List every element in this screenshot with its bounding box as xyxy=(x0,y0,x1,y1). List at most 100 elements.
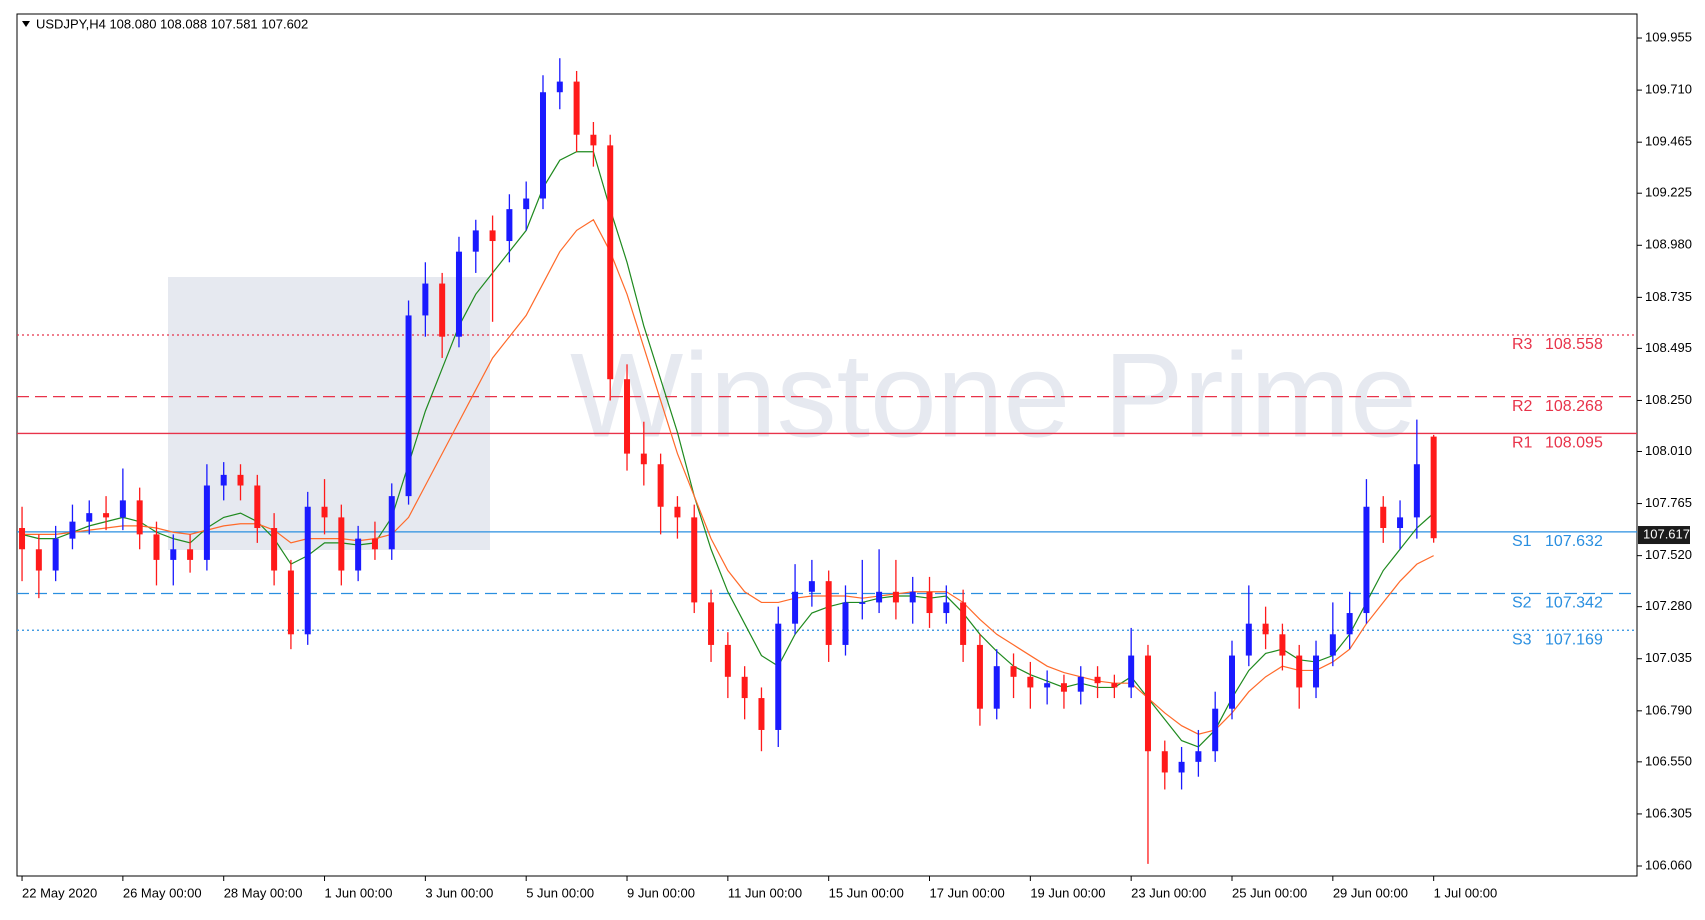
candle-body xyxy=(909,591,916,603)
price-tag xyxy=(1638,526,1690,545)
level-value: 108.268 xyxy=(1545,398,1603,415)
x-tick-label: 19 Jun 00:00 xyxy=(1030,885,1105,900)
candle-body xyxy=(607,145,614,380)
menu-arrow[interactable] xyxy=(22,21,30,27)
candle-body xyxy=(1027,676,1034,688)
x-tick-label: 15 Jun 00:00 xyxy=(829,885,904,900)
candle-body xyxy=(371,538,378,550)
x-tick-label: 23 Jun 00:00 xyxy=(1131,885,1206,900)
candle-body xyxy=(640,453,647,465)
candle-body xyxy=(405,315,412,497)
watermark-logo xyxy=(168,277,490,550)
level-name: S2 xyxy=(1512,595,1532,612)
candle-body xyxy=(1111,683,1118,688)
candle-body xyxy=(455,251,462,337)
level-value: 108.095 xyxy=(1545,435,1603,452)
x-tick-label: 1 Jun 00:00 xyxy=(325,885,393,900)
x-tick-label: 3 Jun 00:00 xyxy=(425,885,493,900)
candle-body xyxy=(859,602,866,604)
candle-body xyxy=(1413,464,1420,518)
y-tick-label: 107.280 xyxy=(1645,598,1692,613)
candle-body xyxy=(624,379,631,454)
candle-body xyxy=(892,591,899,603)
candle-body xyxy=(943,602,950,614)
candle-body xyxy=(876,591,883,603)
candle-body xyxy=(1044,683,1051,688)
candle-body xyxy=(1060,683,1067,692)
candle-body xyxy=(1313,655,1320,688)
candle-body xyxy=(1262,623,1269,635)
y-tick-label: 109.465 xyxy=(1645,134,1692,149)
y-tick-label: 107.035 xyxy=(1645,650,1692,665)
candle-body xyxy=(472,230,479,252)
candle-body xyxy=(489,230,496,242)
candle-body xyxy=(304,506,311,635)
candle-body xyxy=(523,198,530,210)
candle-body xyxy=(220,474,227,486)
candle-body xyxy=(792,591,799,624)
y-tick-label: 108.980 xyxy=(1645,237,1692,252)
candle-body xyxy=(1010,666,1017,677)
level-value: 107.632 xyxy=(1545,533,1603,550)
candle-body xyxy=(203,485,210,560)
candle-body xyxy=(422,283,429,316)
candle-body xyxy=(355,538,362,571)
candle-body xyxy=(1296,655,1303,688)
candle-body xyxy=(825,581,832,645)
candle-body xyxy=(86,513,93,522)
candle-body xyxy=(1397,517,1404,529)
candle-body xyxy=(960,602,967,645)
y-tick-label: 109.225 xyxy=(1645,185,1692,200)
candle-body xyxy=(758,698,765,730)
candle-body xyxy=(287,570,294,635)
candle-body xyxy=(1161,751,1168,773)
candle-body xyxy=(136,500,143,535)
level-name: S1 xyxy=(1512,533,1532,550)
x-tick-label: 25 Jun 00:00 xyxy=(1232,885,1307,900)
candle-body xyxy=(52,538,59,571)
candle-body xyxy=(439,283,446,337)
candle-body xyxy=(1346,613,1353,635)
candle-body xyxy=(388,496,395,550)
level-name: R2 xyxy=(1512,398,1533,415)
candle-body xyxy=(1279,634,1286,656)
candle-body xyxy=(724,644,731,677)
level-name: R3 xyxy=(1512,336,1533,353)
x-tick-label: 5 Jun 00:00 xyxy=(526,885,594,900)
candle-body xyxy=(590,134,597,146)
level-value: 108.558 xyxy=(1545,336,1603,353)
candle-body xyxy=(153,534,160,560)
candle-body xyxy=(1430,436,1437,539)
y-tick-label: 107.765 xyxy=(1645,495,1692,510)
candle-body xyxy=(674,506,681,518)
y-tick-label: 106.790 xyxy=(1645,702,1692,717)
y-tick-label: 107.520 xyxy=(1645,547,1692,562)
candle-body xyxy=(539,92,546,199)
candle-body xyxy=(119,500,126,518)
candle-body xyxy=(993,666,1000,709)
candle-body xyxy=(708,602,715,645)
candle-body xyxy=(321,506,328,518)
x-tick-label: 26 May 00:00 xyxy=(123,885,202,900)
candle-body xyxy=(976,644,983,709)
level-value: 107.169 xyxy=(1545,631,1603,648)
level-name: S3 xyxy=(1512,631,1532,648)
candle-body xyxy=(775,623,782,730)
x-tick-label: 9 Jun 00:00 xyxy=(627,885,695,900)
x-tick-label: 11 Jun 00:00 xyxy=(728,885,802,900)
y-tick-label: 108.250 xyxy=(1645,392,1692,407)
candle-body xyxy=(741,676,748,699)
chart-title: USDJPY,H4 108.080 108.088 107.581 107.60… xyxy=(36,16,308,31)
candle-body xyxy=(1380,506,1387,529)
candle-body xyxy=(271,528,278,571)
candle-body xyxy=(1094,676,1101,684)
candle-body xyxy=(254,485,261,529)
candle-body xyxy=(842,602,849,645)
candle-body xyxy=(338,517,345,571)
candle-body xyxy=(1178,761,1185,773)
x-tick-label: 1 Jul 00:00 xyxy=(1434,885,1498,900)
y-tick-label: 108.010 xyxy=(1645,443,1692,458)
candle-body xyxy=(657,464,664,507)
candle-body xyxy=(1245,623,1252,656)
y-tick-label: 106.060 xyxy=(1645,857,1692,872)
